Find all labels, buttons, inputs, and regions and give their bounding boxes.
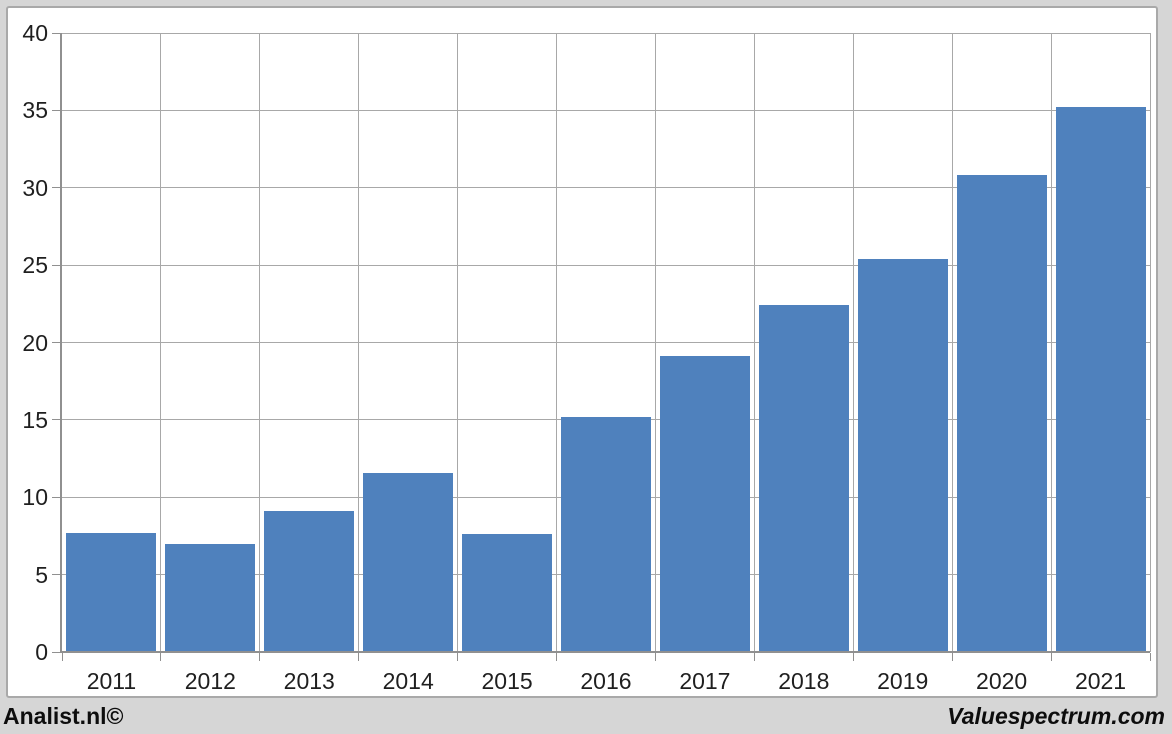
x-tick-label-2011: 2011	[86, 668, 137, 694]
gridline-h-35	[62, 109, 1150, 111]
gridline-v-11	[1149, 33, 1151, 652]
y-tick-label-25: 25	[22, 252, 48, 279]
y-tick-label-20: 20	[22, 329, 48, 356]
x-tick-label-2021: 2021	[1074, 668, 1127, 694]
x-tick-label-2018: 2018	[778, 668, 830, 694]
y-tick-5	[52, 574, 60, 576]
bar-2013	[264, 511, 355, 652]
x-tick-11	[1149, 653, 1151, 661]
y-tick-label-5: 5	[35, 561, 48, 588]
x-tick-label-2020: 2020	[976, 668, 1028, 694]
bar-2020	[956, 175, 1047, 652]
y-tick-10	[52, 496, 60, 498]
x-tick-label-2013: 2013	[283, 668, 335, 694]
x-tick-8	[852, 653, 854, 661]
y-tick-30	[52, 187, 60, 189]
gridline-v-8	[852, 33, 854, 652]
gridline-h-40	[62, 32, 1150, 34]
x-tick-0	[61, 653, 63, 661]
y-tick-label-15: 15	[22, 406, 48, 433]
x-tick-label-2014: 2014	[382, 668, 434, 694]
gridline-v-4	[457, 33, 459, 652]
gridline-v-1	[160, 33, 162, 652]
bar-2014	[363, 472, 454, 652]
x-tick-10	[1050, 653, 1052, 661]
x-tick-5	[556, 653, 558, 661]
x-tick-2	[259, 653, 261, 661]
gridline-v-6	[654, 33, 656, 652]
bar-2011	[66, 532, 157, 652]
bar-2012	[165, 543, 256, 652]
y-axis-line	[60, 33, 62, 652]
gridline-h-25	[62, 264, 1150, 266]
x-tick-label-2015: 2015	[481, 668, 533, 694]
x-tick-label-2012: 2012	[184, 668, 236, 694]
gridline-v-7	[753, 33, 755, 652]
x-tick-3	[358, 653, 360, 661]
y-tick-label-40: 40	[22, 20, 48, 46]
gridline-v-9	[951, 33, 953, 652]
x-tick-6	[654, 653, 656, 661]
bar-2019	[857, 258, 948, 652]
y-tick-40	[52, 32, 60, 34]
plot-area	[52, 32, 1151, 661]
x-tick-label-2016: 2016	[580, 668, 632, 694]
bar-2017	[659, 356, 750, 652]
gridline-v-3	[358, 33, 360, 652]
y-tick-15	[52, 419, 60, 421]
x-axis-line	[60, 651, 1150, 653]
bar-2016	[561, 416, 651, 652]
valuespectrum-watermark: Valuespectrum.com	[947, 703, 1165, 729]
y-tick-0	[52, 651, 60, 653]
x-tick-9	[951, 653, 953, 661]
bar-2015	[462, 534, 553, 652]
gridline-h-20	[62, 342, 1150, 343]
gridline-v-2	[259, 33, 261, 652]
bar-2018	[758, 305, 849, 652]
y-tick-label-10: 10	[22, 484, 48, 511]
gridline-v-10	[1050, 33, 1052, 652]
y-tick-20	[52, 342, 60, 343]
x-tick-label-2017: 2017	[679, 668, 731, 694]
y-tick-25	[52, 264, 60, 266]
bar-2021	[1055, 107, 1146, 652]
y-tick-label-30: 30	[22, 174, 48, 201]
x-tick-4	[457, 653, 459, 661]
y-tick-label-0: 0	[35, 639, 48, 665]
y-tick-label-35: 35	[22, 97, 48, 124]
gridline-h-30	[62, 187, 1150, 189]
x-tick-7	[753, 653, 755, 661]
x-tick-label-2019: 2019	[877, 668, 929, 694]
x-tick-1	[160, 653, 162, 661]
analist-watermark: Analist.nl©	[3, 703, 124, 729]
gridline-v-5	[556, 33, 558, 652]
y-tick-35	[52, 109, 60, 111]
